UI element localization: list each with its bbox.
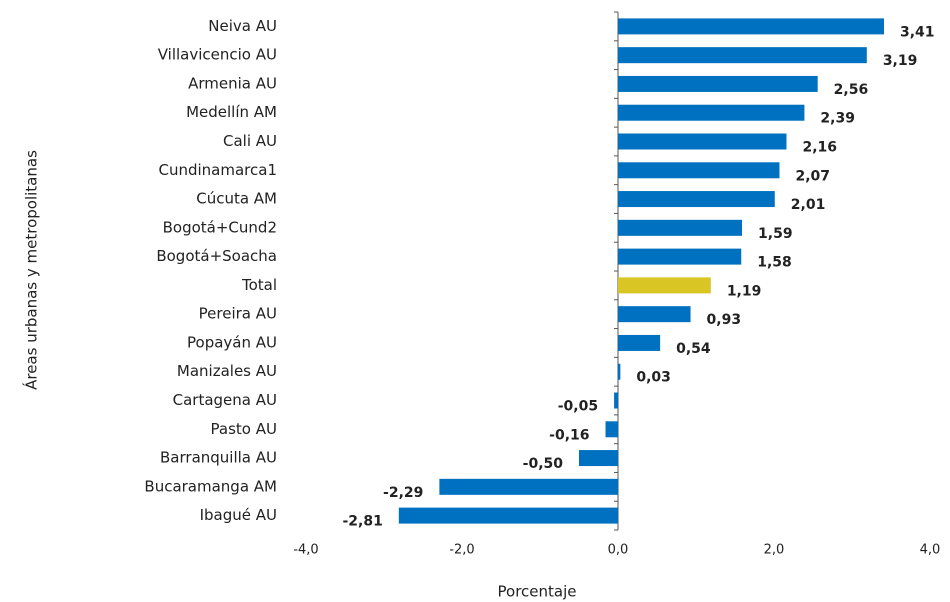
y-tick-label: Popayán AU [187,333,277,351]
value-label: 1,59 [758,226,793,242]
bar [579,450,618,467]
x-tick-label: 0,0 [608,543,629,558]
value-label: -2,81 [342,514,382,530]
y-tick-label: Pereira AU [199,305,277,323]
y-tick-label: Bucaramanga AM [144,477,277,495]
bar [398,507,618,524]
x-tick-label: -2,0 [449,543,474,558]
bar [618,18,884,35]
value-label: 2,16 [802,140,837,156]
bar [618,47,867,64]
y-tick-label: Pasto AU [211,420,277,438]
y-tick-label: Cartagena AU [173,391,277,409]
bar [618,191,775,208]
value-label: 0,54 [676,341,711,357]
value-label: 2,39 [820,111,855,127]
value-label: 3,41 [900,24,935,40]
bar [618,306,691,323]
bar [605,421,618,438]
y-tick-label: Armenia AU [188,74,277,92]
y-tick-label: Cundinamarca1 [159,161,278,179]
y-tick-label: Cúcuta AM [196,190,277,208]
x-axis-title: Porcentaje [498,583,577,601]
x-tick-label: 2,0 [764,543,785,558]
y-tick-label: Bogotá+Cund2 [163,218,277,236]
y-tick-label: Ibagué AU [200,506,277,524]
value-label: -0,50 [523,456,564,472]
y-tick-label: Cali AU [223,132,277,150]
bar [618,104,805,121]
bar [618,162,780,179]
y-tick-label: Bogotá+Soacha [156,247,277,265]
value-label: 0,93 [707,312,742,328]
value-label: 2,01 [791,197,826,213]
y-tick-label: Villavicencio AU [158,46,277,64]
value-label: 2,07 [795,168,830,184]
y-tick-label: Medellín AM [186,103,277,121]
value-label: 1,58 [757,255,792,271]
bar [618,248,742,265]
y-tick-label: Neiva AU [208,17,277,35]
value-label: -0,05 [558,399,598,415]
bar [618,75,818,92]
y-tick-label: Total [241,276,277,294]
bar [618,277,711,294]
x-tick-label: 4,0 [920,543,941,558]
bar [618,133,787,150]
value-label: 2,56 [834,82,869,98]
bar [618,363,621,380]
value-label: 3,19 [883,53,918,69]
bar [439,478,618,495]
bar [618,334,661,351]
value-label: 1,19 [727,283,762,299]
y-tick-label: Barranquilla AU [160,449,277,467]
y-axis-title: Áreas urbanas y metropolitanas [22,150,41,390]
x-tick-label: -4,0 [293,543,318,558]
bar [614,392,618,409]
bar [618,219,743,236]
y-tick-label: Manizales AU [177,362,277,380]
value-label: -2,29 [383,485,423,501]
value-label: 0,03 [636,370,671,386]
value-label: -0,16 [549,427,589,443]
